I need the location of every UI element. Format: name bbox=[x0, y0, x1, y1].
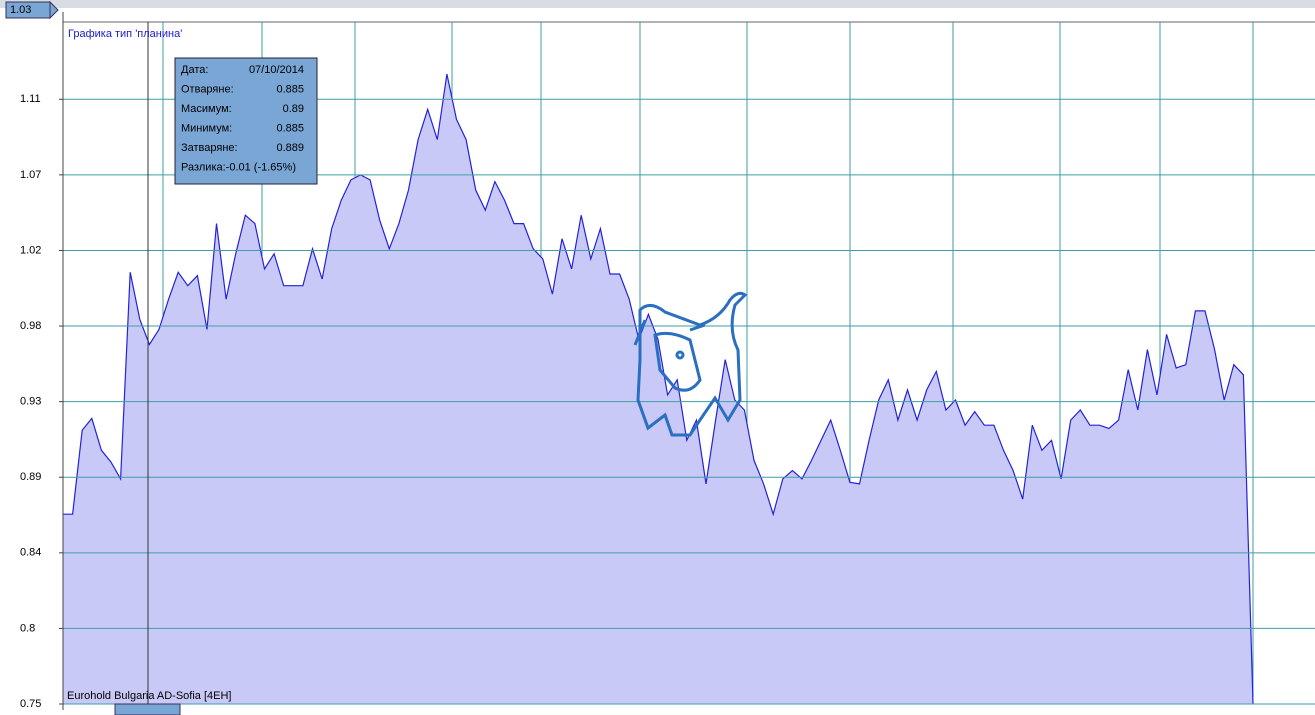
chart-title: Графика тип 'планина' bbox=[68, 28, 182, 40]
y-tick-label: 0.93 bbox=[20, 396, 41, 408]
tooltip-label: Минимум: bbox=[181, 122, 232, 134]
tooltip-value: 0.89 bbox=[283, 103, 304, 115]
y-tick-label: 0.89 bbox=[20, 471, 41, 483]
current-value: 1.03 bbox=[10, 4, 31, 16]
tooltip-value: 07/10/2014 bbox=[249, 64, 304, 76]
tooltip-label: Дата: bbox=[181, 64, 208, 76]
y-tick-label: 0.84 bbox=[20, 547, 41, 559]
tooltip: Дата: 07/10/2014 Отваряне: 0.885 Масимум: 0.8… bbox=[175, 58, 317, 184]
tooltip-label: Масимум: bbox=[181, 103, 232, 115]
chart: 1.03 Графика тип 'планина' Eurohold Bulg… bbox=[0, 0, 1315, 715]
y-tick-label: 0.98 bbox=[20, 320, 41, 332]
tooltip-footer: Разлика:-0.01 (-1.65%) bbox=[181, 161, 296, 173]
tooltip-label: Затваряне: bbox=[181, 142, 238, 154]
tooltip-label: Отваряне: bbox=[181, 83, 234, 95]
y-tick-label: 1.07 bbox=[20, 169, 41, 181]
cursor-date-box bbox=[115, 704, 180, 715]
y-tick-label: 0.75 bbox=[20, 698, 41, 710]
y-tick-label: 1.02 bbox=[20, 244, 41, 256]
tooltip-value: 0.889 bbox=[276, 142, 304, 154]
top-strip bbox=[0, 0, 1315, 8]
y-tick-label: 1.11 bbox=[20, 93, 41, 105]
series-label: Eurohold Bulgaria AD-Sofia [4EH] bbox=[67, 690, 231, 702]
y-tick-label: 0.8 bbox=[20, 622, 35, 634]
tooltip-value: 0.885 bbox=[276, 122, 304, 134]
tooltip-value: 0.885 bbox=[276, 83, 304, 95]
